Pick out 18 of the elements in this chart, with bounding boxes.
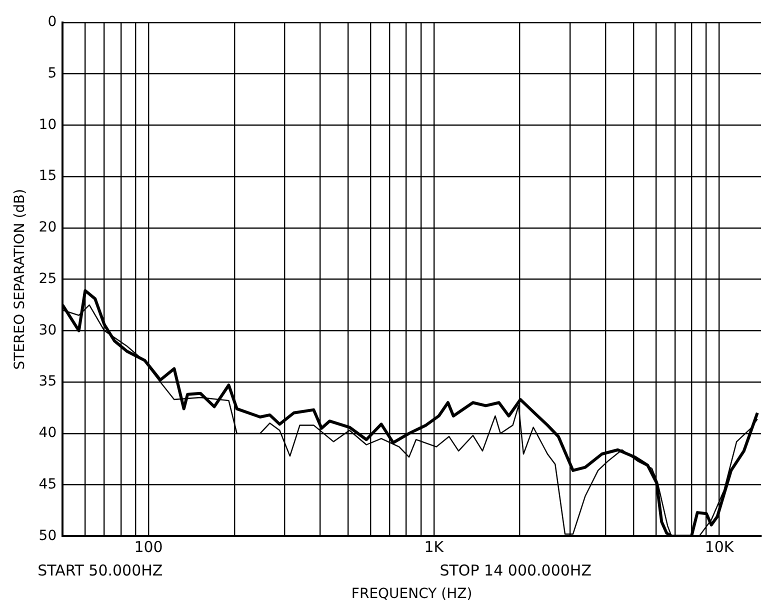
y-tick-label: 45 [38,476,57,492]
y-tick-label: 35 [38,374,57,390]
y-tick-label: 40 [38,425,57,442]
y-tick-label: 30 [38,322,57,338]
x-tick-label: 100 [134,538,163,556]
y-tick-label: 10 [38,116,57,133]
y-tick-label: 0 [48,14,57,30]
y-tick-label: 20 [38,220,57,236]
text: STOP 14 000.000HZ [440,562,592,580]
x-tick-label: 1K [424,538,445,556]
y-tick-label: 15 [38,168,57,184]
y-tick-label: 5 [48,65,57,82]
x-axis-title: FREQUENCY (HZ) [351,586,472,602]
text: START 50.000HZ [38,562,163,580]
y-axis-title: STEREO SEPARATION (dB) [12,188,28,370]
y-tick-label: 25 [38,270,57,287]
x-tick-label: 10K [704,538,735,556]
y-tick-label: 50 [38,528,57,544]
